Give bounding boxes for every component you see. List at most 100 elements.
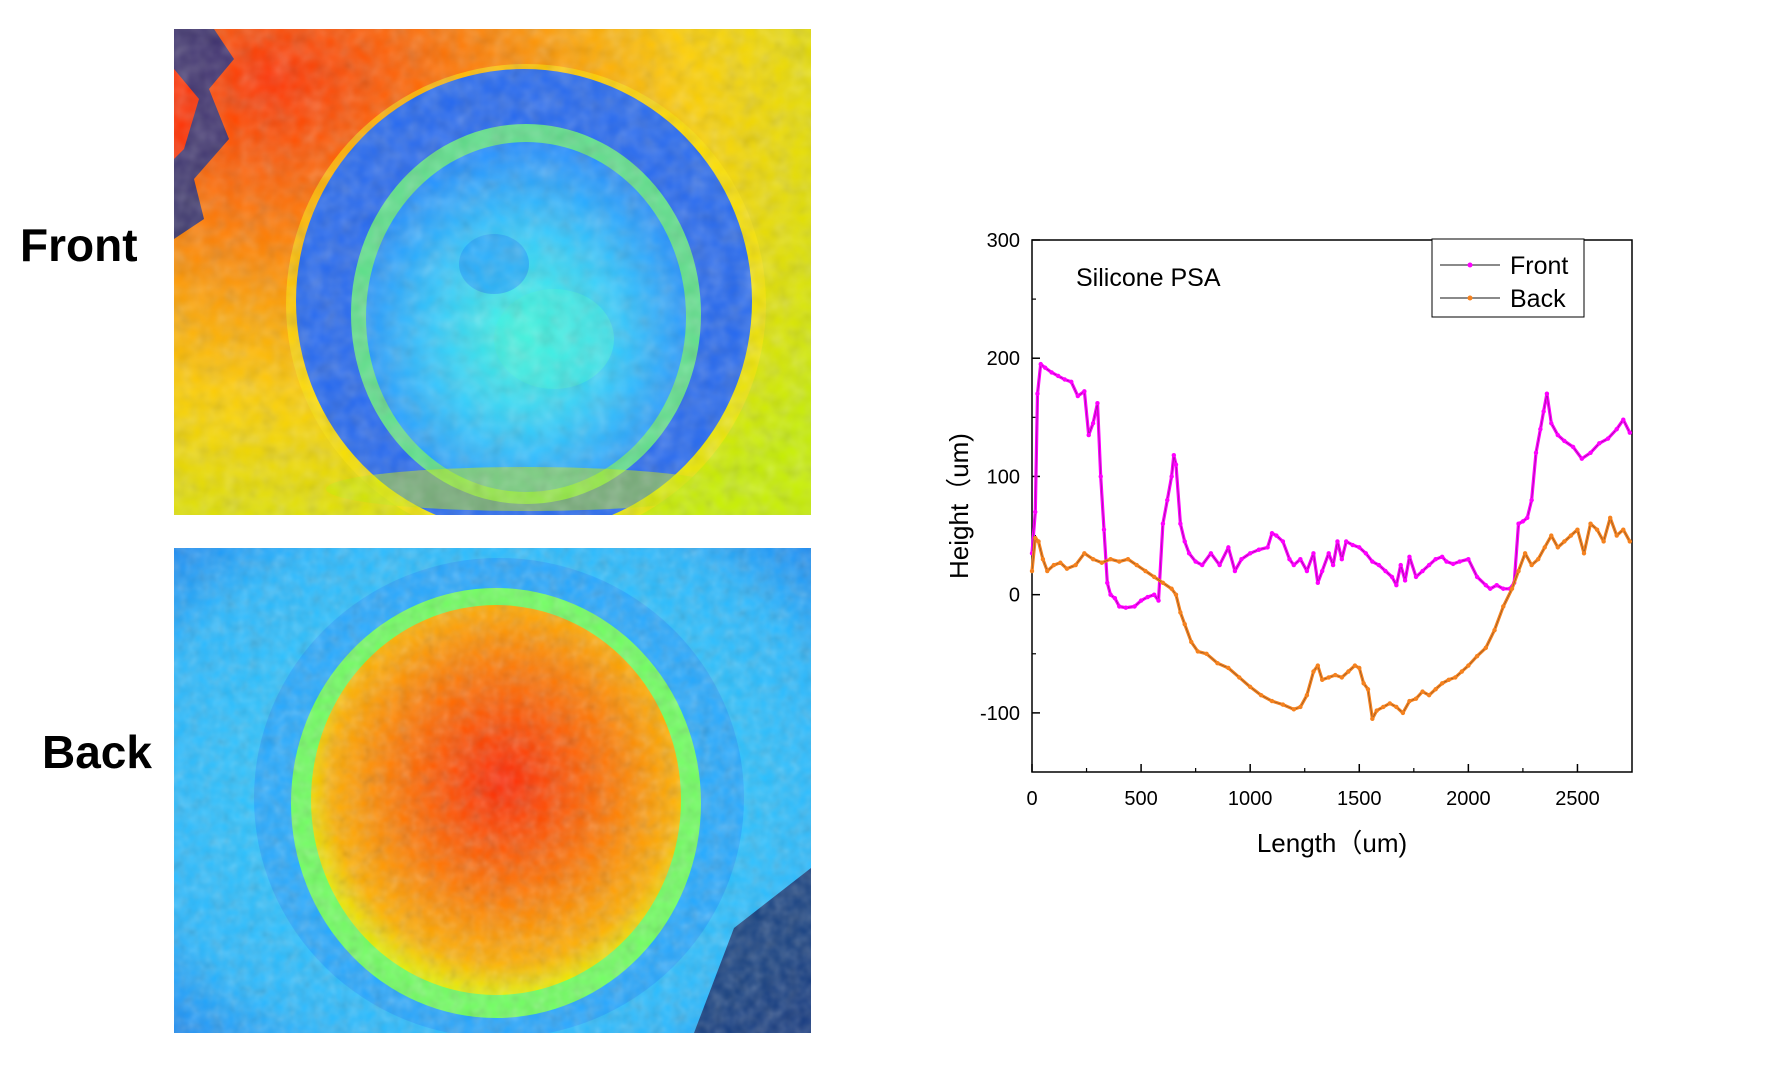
- data-point-back: [1298, 704, 1303, 710]
- data-point-front: [1389, 574, 1395, 580]
- data-point-back: [1555, 545, 1561, 550]
- data-point-back: [1173, 592, 1179, 597]
- data-point-front: [1171, 452, 1177, 458]
- data-point-front: [1035, 391, 1040, 396]
- data-point-back: [1058, 560, 1063, 565]
- data-point-front: [1326, 551, 1331, 556]
- data-point-front: [1049, 370, 1054, 375]
- data-point-back: [1178, 610, 1183, 615]
- data-point-front: [1376, 562, 1382, 568]
- data-point-front: [1529, 497, 1534, 503]
- data-point-back: [1182, 622, 1187, 627]
- data-point-back: [1304, 692, 1310, 698]
- data-point-back: [1125, 557, 1131, 562]
- data-point-back: [1581, 551, 1587, 556]
- data-point-back: [1357, 665, 1362, 671]
- data-point-front: [1247, 551, 1253, 556]
- back-heatmap-image: [174, 548, 811, 1033]
- data-point-front: [1287, 557, 1292, 562]
- data-point-front: [1082, 389, 1087, 394]
- data-point-back: [1326, 675, 1331, 680]
- data-point-front: [1516, 521, 1521, 526]
- x-axis-label: Length（um): [1257, 828, 1407, 858]
- series-group: [1029, 361, 1633, 721]
- data-point-back: [1143, 568, 1148, 574]
- back-panel-label: Back: [42, 726, 152, 778]
- data-point-back: [1374, 708, 1379, 713]
- data-point-back: [1082, 551, 1087, 556]
- data-point-back: [1090, 557, 1096, 562]
- chart-annotation: Silicone PSA: [1076, 264, 1221, 292]
- data-point-front: [1383, 568, 1388, 574]
- data-point-front: [1525, 515, 1530, 521]
- data-point-front: [1169, 474, 1174, 479]
- data-point-back: [1542, 545, 1547, 550]
- x-tick-label: 500: [1124, 788, 1157, 810]
- data-point-front: [1156, 598, 1161, 603]
- data-point-front: [1038, 361, 1043, 367]
- data-point-back: [1400, 710, 1406, 716]
- data-point-back: [1108, 557, 1113, 562]
- data-point-back: [1339, 675, 1345, 680]
- data-point-back: [1280, 702, 1286, 707]
- data-point-back: [1420, 689, 1425, 694]
- data-point-front: [1232, 568, 1238, 574]
- data-point-front: [1433, 557, 1438, 562]
- data-point-front: [1226, 545, 1231, 550]
- data-point-front: [1402, 578, 1408, 583]
- data-point-back: [1453, 675, 1458, 680]
- data-point-front: [1357, 545, 1362, 550]
- data-point-back: [1151, 574, 1157, 580]
- x-tick-label: 1000: [1228, 788, 1273, 810]
- data-point-front: [1105, 580, 1110, 586]
- data-point-front: [1579, 456, 1585, 461]
- data-point-back: [1426, 692, 1432, 698]
- data-point-front: [1394, 583, 1399, 588]
- data-point-front: [1330, 562, 1336, 568]
- data-point-front: [1315, 580, 1321, 586]
- data-point-back: [1247, 684, 1253, 690]
- data-point-front: [1570, 444, 1576, 450]
- data-point-front: [1426, 562, 1432, 568]
- legend-front-label: Front: [1510, 252, 1568, 280]
- y-tick-label: -100: [980, 703, 1020, 725]
- data-point-front: [1108, 592, 1113, 597]
- data-point-front: [1339, 557, 1345, 562]
- data-point-back: [1064, 566, 1070, 571]
- data-point-back: [1365, 687, 1371, 692]
- data-point-front: [1178, 521, 1183, 526]
- data-point-front: [1444, 559, 1449, 564]
- data-point-front: [1439, 554, 1445, 560]
- data-point-back: [1258, 692, 1264, 698]
- data-point-front: [1069, 379, 1074, 385]
- data-point-front: [1151, 592, 1157, 597]
- data-point-front: [1555, 432, 1561, 438]
- data-point-front: [1280, 539, 1286, 544]
- data-point-back: [1439, 681, 1445, 686]
- data-point-back: [1474, 653, 1480, 659]
- data-point-back: [1433, 687, 1438, 692]
- data-point-back: [1189, 639, 1194, 645]
- data-point-back: [1346, 669, 1351, 674]
- data-point-front: [1588, 450, 1593, 455]
- data-point-back: [1601, 539, 1606, 544]
- data-point-front: [1199, 562, 1205, 568]
- data-point-front: [1291, 562, 1297, 568]
- x-tick-label: 2000: [1446, 788, 1491, 810]
- y-tick-label: 300: [987, 230, 1020, 252]
- data-point-front: [1256, 547, 1262, 552]
- data-point-back: [1319, 677, 1325, 682]
- series-thin-line-front: [1031, 363, 1631, 609]
- x-tick-label: 1500: [1337, 788, 1382, 810]
- data-point-front: [1311, 551, 1316, 556]
- data-point-back: [1352, 663, 1358, 668]
- data-point-back: [1370, 716, 1375, 721]
- data-point-front: [1145, 594, 1150, 600]
- plot-frame: [1031, 239, 1633, 773]
- data-point-front: [1450, 561, 1456, 567]
- data-point-front: [1520, 519, 1526, 524]
- data-point-back: [1549, 533, 1554, 538]
- data-point-front: [1304, 568, 1310, 574]
- data-point-front: [1363, 551, 1369, 556]
- data-point-front: [1597, 441, 1602, 446]
